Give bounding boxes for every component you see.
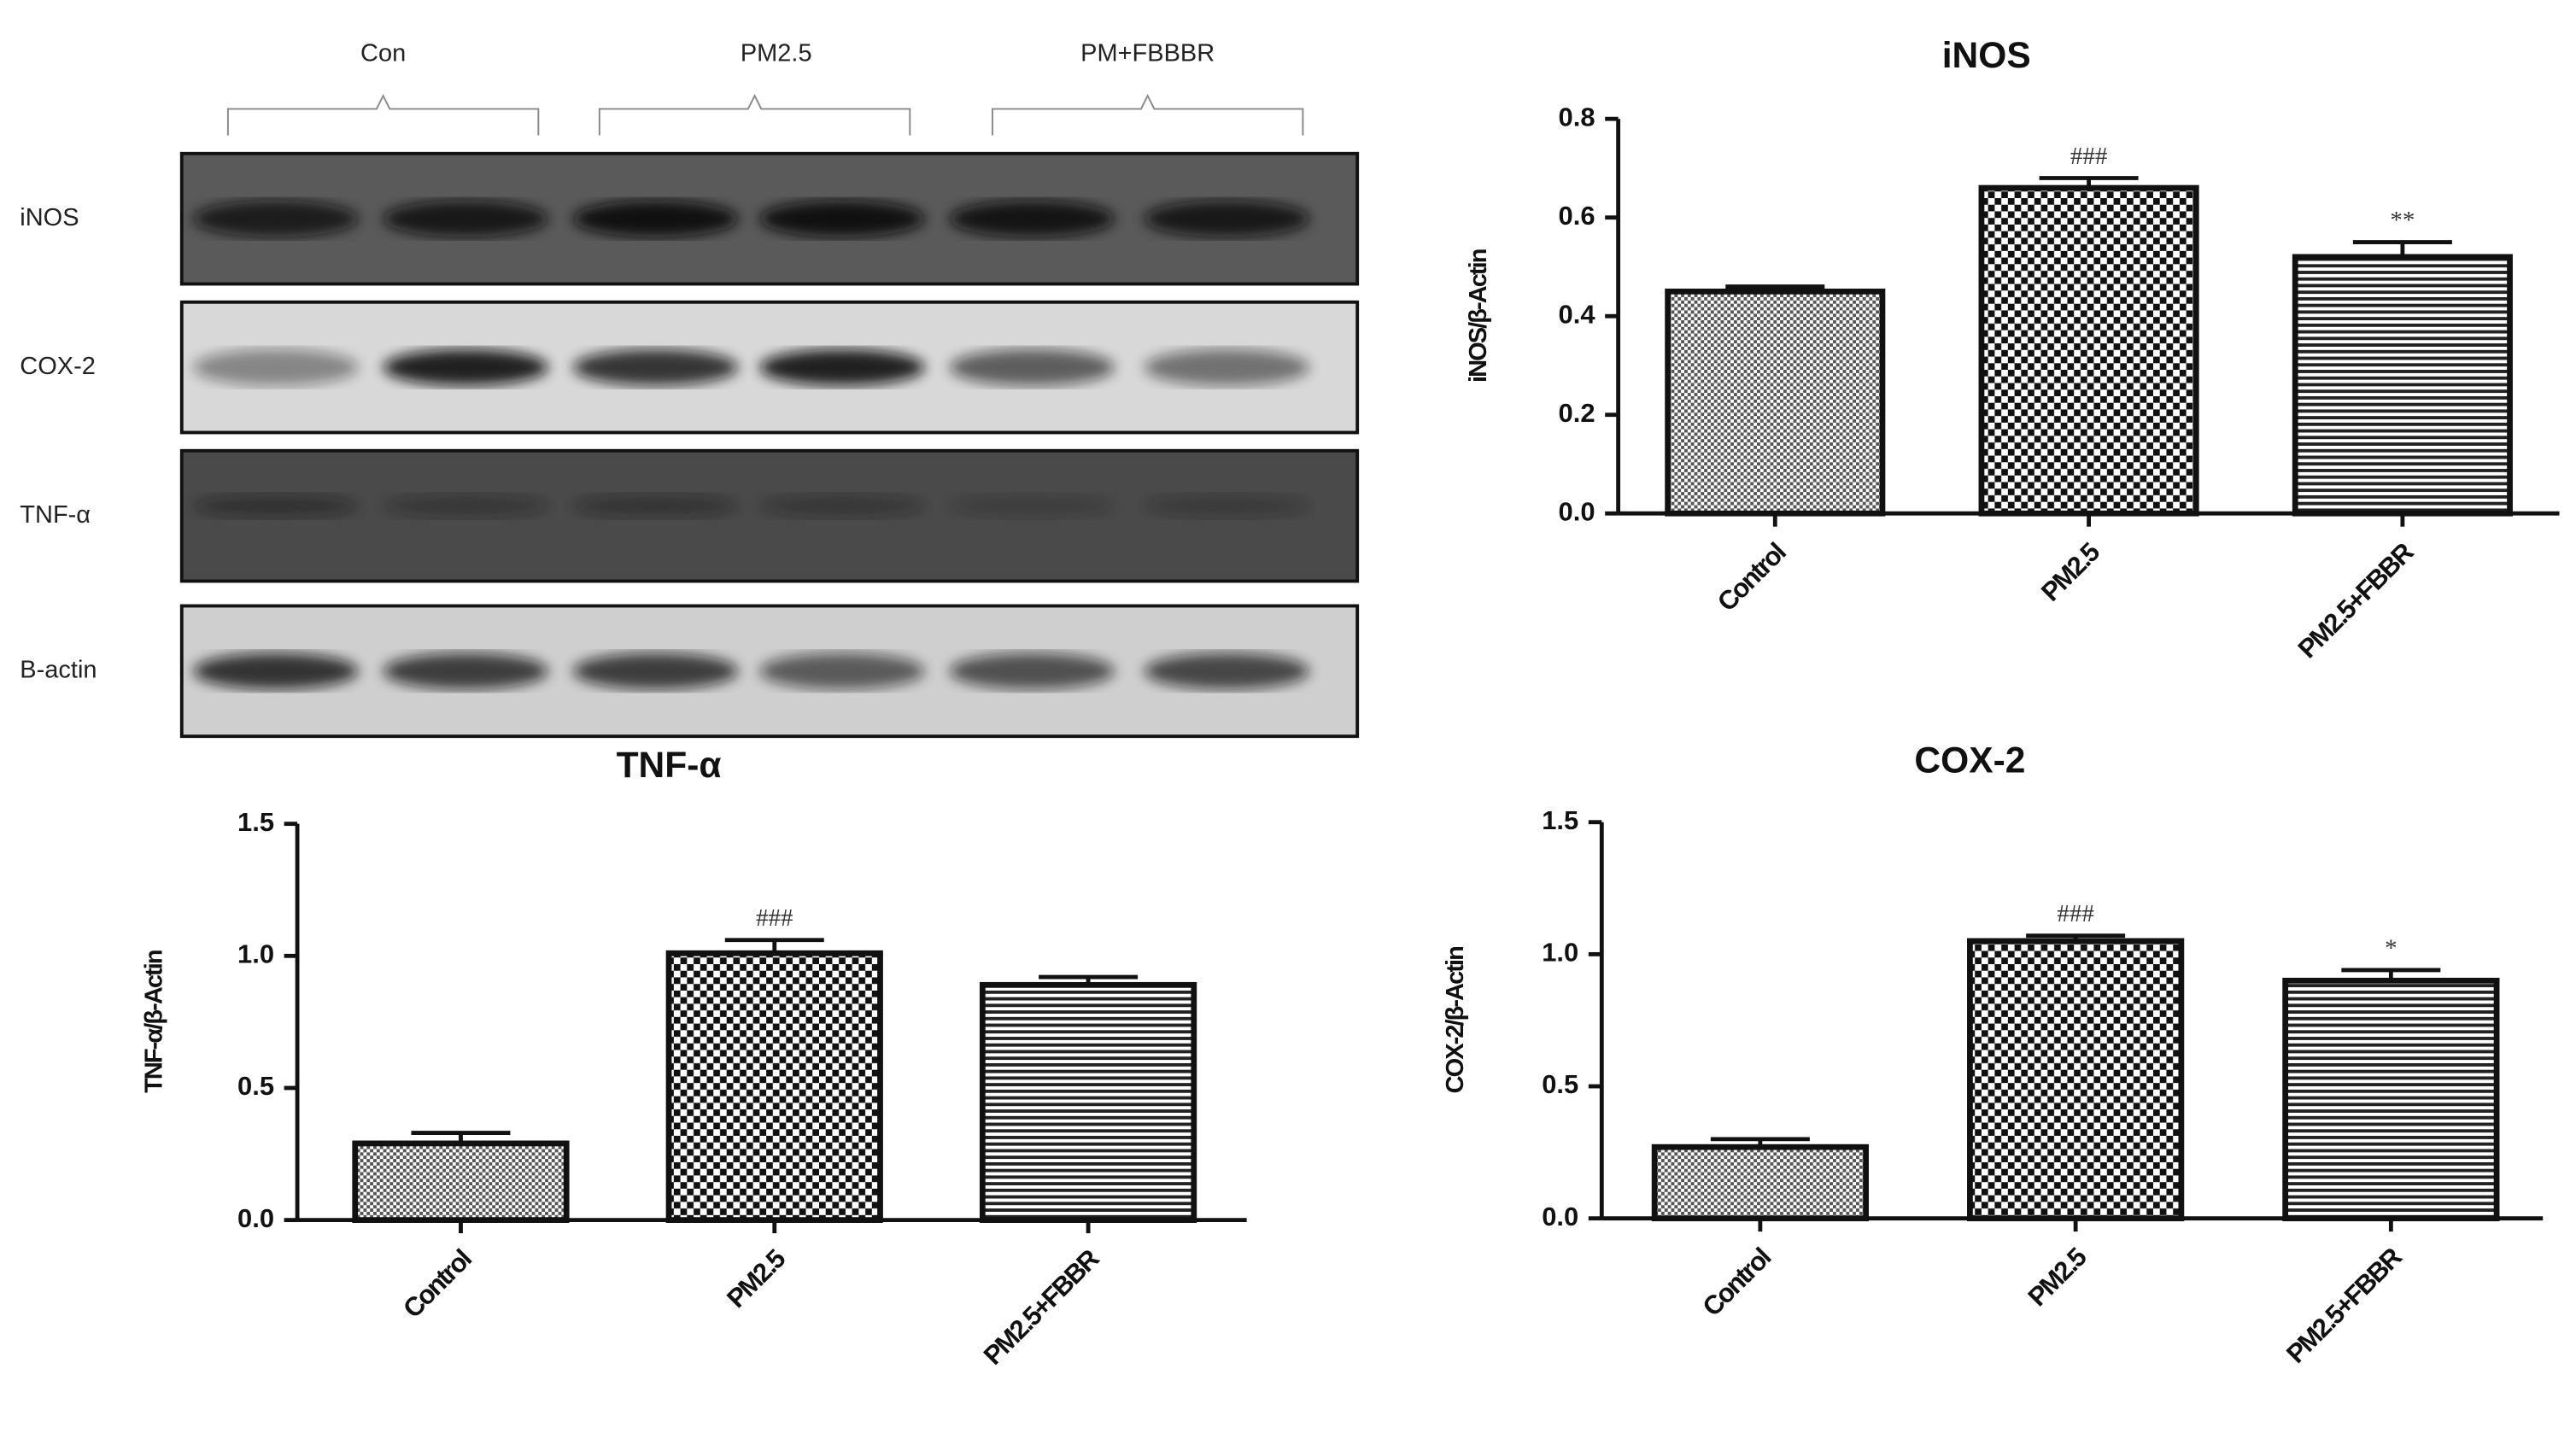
blot-band xyxy=(383,652,548,690)
blot-band xyxy=(193,494,359,518)
bar xyxy=(665,950,883,1224)
blot-band xyxy=(759,652,925,690)
blot-band xyxy=(759,494,925,518)
blot-band xyxy=(383,494,548,518)
blot-band xyxy=(949,348,1115,386)
y-tick-label: 0.2 xyxy=(1559,398,1595,428)
y-tick-label: 0.4 xyxy=(1559,299,1596,329)
x-tick-label: PM2.5+FBBR xyxy=(2280,1242,2408,1369)
blot-band xyxy=(572,348,739,386)
bar xyxy=(979,981,1197,1224)
y-tick-label: 0.8 xyxy=(1559,102,1595,132)
significance-label: ### xyxy=(756,904,793,932)
blot-band xyxy=(759,348,925,386)
bar xyxy=(1665,288,1886,517)
blot-panel xyxy=(179,448,1360,583)
significance-label: ### xyxy=(2070,143,2107,170)
bracket xyxy=(598,93,911,136)
x-tick-label: PM2.5 xyxy=(721,1243,791,1313)
blot-band xyxy=(193,348,359,386)
y-axis-label: TNF-α/β-Actin xyxy=(140,950,167,1093)
x-tick-label: PM2.5+FBBR xyxy=(2292,537,2420,664)
y-tick-label: 1.5 xyxy=(1542,805,1578,835)
blot-band xyxy=(949,494,1115,518)
blot-band xyxy=(383,200,548,237)
blot-band xyxy=(1144,494,1310,518)
blot-band xyxy=(1144,652,1310,690)
bar-chart: TNF-α TNF-α/β-Actin 0.0 0.5 1.0 1.5 Control PM2… xyxy=(140,746,1247,1371)
y-axis-label: iNOS/β-Actin xyxy=(1465,249,1492,383)
y-tick-label: 1.5 xyxy=(237,807,274,837)
blot-band xyxy=(1144,200,1310,237)
bar xyxy=(2282,977,2500,1222)
bracket xyxy=(991,93,1304,136)
blot-band xyxy=(1144,348,1310,386)
chart-title: iNOS xyxy=(1942,36,2031,76)
group-label: PM2.5 xyxy=(741,39,812,67)
significance-label: * xyxy=(2385,934,2397,962)
bracket xyxy=(226,93,540,136)
bar-chart: COX-2 COX-2/β-Actin 0.0 0.5 1.0 1.5 Control PM2… xyxy=(1442,740,2544,1369)
blot-band xyxy=(949,200,1115,237)
x-tick-label: Control xyxy=(397,1244,477,1324)
significance-label: ** xyxy=(2390,207,2415,234)
y-axis-label: COX-2/β-Actin xyxy=(1442,947,1469,1094)
blot-band xyxy=(572,652,739,690)
group-label: Con xyxy=(360,39,406,67)
blot-band xyxy=(949,652,1115,690)
y-tick-label: 1.0 xyxy=(237,939,274,968)
blot-band xyxy=(759,200,925,237)
y-tick-label: 0.5 xyxy=(1542,1069,1578,1099)
row-label: TNF-α xyxy=(20,501,91,529)
blot-band xyxy=(383,348,548,386)
x-tick-label: PM2.5+FBBR xyxy=(978,1243,1105,1371)
y-tick-label: 0.0 xyxy=(237,1203,274,1233)
bar xyxy=(1651,1143,1869,1222)
y-tick-label: 0.6 xyxy=(1559,201,1595,231)
x-tick-label: Control xyxy=(1712,537,1791,617)
y-tick-label: 0.0 xyxy=(1542,1202,1578,1231)
group-label: PM+FBBBR xyxy=(1080,39,1215,67)
row-label: iNOS xyxy=(20,204,79,231)
blot-band xyxy=(193,652,359,690)
blot-band xyxy=(572,200,739,237)
blot-band xyxy=(193,200,359,237)
bar xyxy=(1967,938,2185,1222)
y-tick-label: 0.5 xyxy=(237,1071,274,1101)
row-label: B-actin xyxy=(20,656,97,683)
bar-chart: iNOS iNOS/β-Actin 0.0 0.2 0.4 0.6 0.8 Control PM… xyxy=(1465,36,2560,664)
bar xyxy=(1978,184,2199,517)
chart-title: COX-2 xyxy=(1914,740,2025,781)
chart-title: TNF-α xyxy=(617,746,722,786)
bar xyxy=(352,1140,570,1224)
blot-band xyxy=(572,494,739,518)
western-blot: Con PM2.5 PM+FBBBR iNOS COX-2 TNF-α B-actin xyxy=(20,39,1360,739)
x-tick-label: PM2.5 xyxy=(2035,537,2105,607)
x-tick-label: Control xyxy=(1696,1243,1776,1322)
y-tick-label: 0.0 xyxy=(1559,496,1595,526)
significance-label: ### xyxy=(2057,900,2093,927)
row-label: COX-2 xyxy=(20,353,96,380)
y-tick-label: 1.0 xyxy=(1542,938,1578,968)
bar xyxy=(2292,254,2513,517)
x-tick-label: PM2.5 xyxy=(2022,1242,2092,1312)
